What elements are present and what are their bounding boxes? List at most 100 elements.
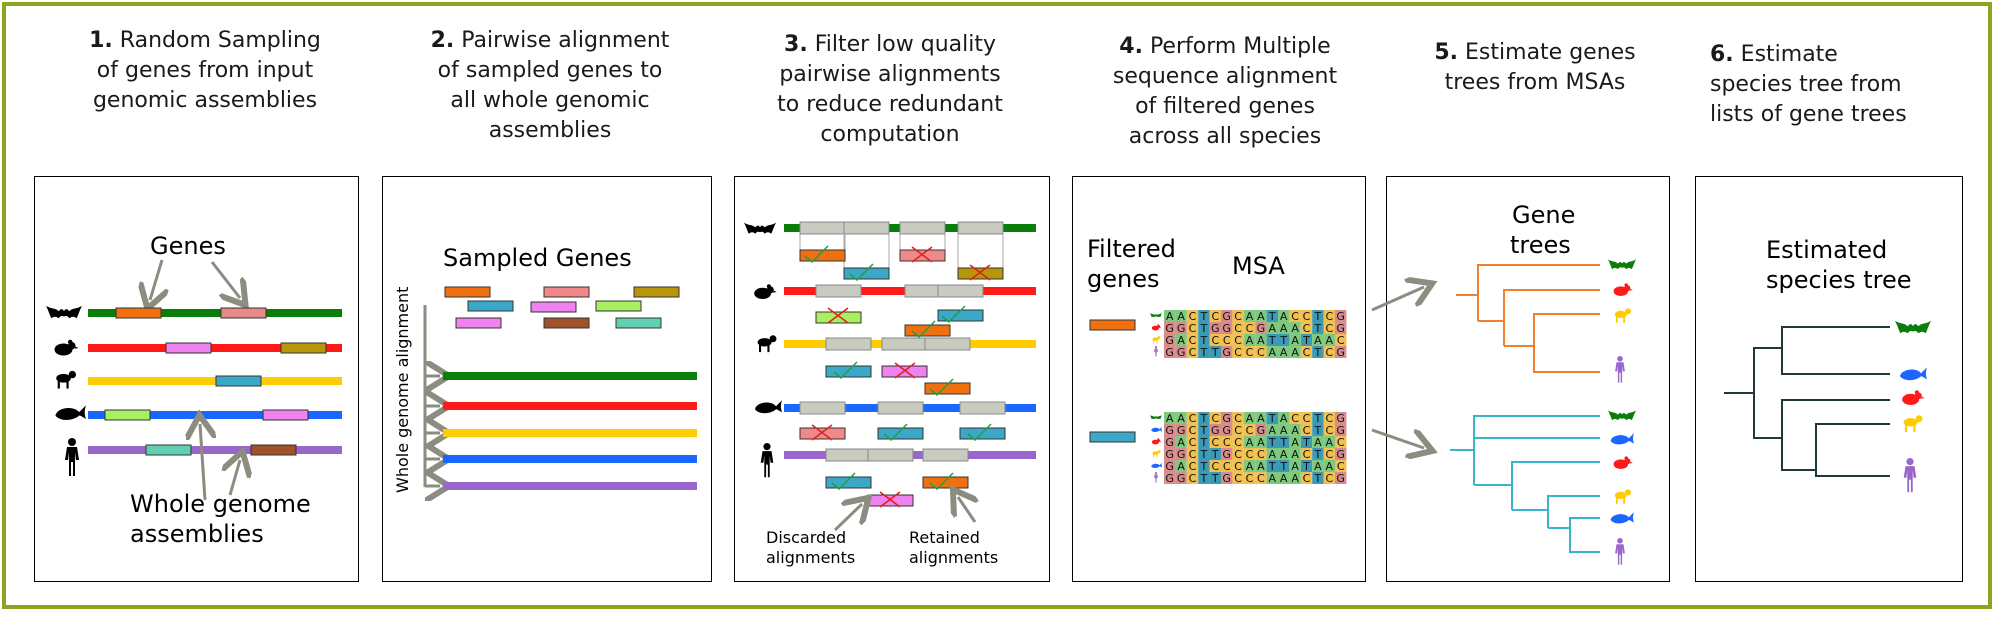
msa-cell — [1323, 436, 1335, 448]
msa-base: C — [1223, 436, 1231, 449]
panel-6-content: Estimated species tree — [1724, 236, 1931, 493]
panel-3-content: Discarded alignments Retained alignments — [744, 221, 1036, 567]
msa-cell — [1312, 346, 1324, 358]
msa-cell — [1323, 460, 1335, 472]
msa-cell — [1255, 436, 1267, 448]
msa-cell — [1175, 346, 1187, 358]
msa-base: A — [1314, 460, 1322, 473]
msa-base: T — [1200, 424, 1208, 437]
msa-cell — [1175, 436, 1187, 448]
msa-base: C — [1246, 424, 1254, 437]
msa-base: C — [1246, 322, 1254, 335]
figure-frame — [2, 2, 1992, 609]
rat-icon — [1150, 324, 1162, 331]
msa-cell — [1209, 346, 1221, 358]
msa-base: T — [1200, 460, 1208, 473]
msa-cell — [1243, 412, 1256, 424]
msa-base: T — [1279, 334, 1287, 347]
msa-cell — [1278, 412, 1290, 424]
rat-icon-6 — [1900, 390, 1925, 405]
msa-cell — [1312, 310, 1324, 322]
rat-icon-5b — [1611, 456, 1633, 469]
msa-base: G — [1336, 424, 1345, 437]
msa-base: C — [1189, 412, 1197, 425]
msa-base: A — [1291, 334, 1299, 347]
msa-cell — [1198, 436, 1210, 448]
msa-base: A — [1326, 436, 1334, 449]
msa-cell — [1255, 322, 1267, 334]
msa-cell — [1278, 436, 1290, 448]
msa-base: G — [1336, 322, 1345, 335]
msa-cell — [1300, 424, 1313, 436]
msa-base: C — [1189, 334, 1197, 347]
monkey-assembly — [88, 377, 342, 385]
msa-cell — [1232, 346, 1244, 358]
gene-trees-label-2: trees — [1510, 231, 1571, 259]
genes-label: Genes — [150, 232, 226, 260]
msa-base: C — [1234, 424, 1242, 437]
msa-base: A — [1246, 412, 1254, 425]
msa-base: A — [1291, 424, 1299, 437]
msa-cell — [1300, 436, 1313, 448]
msa-cell — [1266, 334, 1278, 346]
msa-cell — [1335, 448, 1347, 460]
msa-base: C — [1223, 460, 1231, 473]
msa-base: T — [1268, 334, 1276, 347]
msa-cell — [1289, 310, 1301, 322]
msa-base: T — [1314, 346, 1322, 359]
msa-cell — [1164, 472, 1176, 484]
msa-cell — [1312, 472, 1324, 484]
msa-base: C — [1257, 472, 1265, 485]
msa-base: A — [1291, 322, 1299, 335]
msa-base: G — [1165, 436, 1174, 449]
msa-cell — [1221, 346, 1233, 358]
msa-cell — [1278, 346, 1290, 358]
msa-cell — [1266, 310, 1278, 322]
msa-cell — [1312, 424, 1324, 436]
msa-cell — [1289, 472, 1301, 484]
msa-block-1: A A C T C G C A A T A C C T C GG G C T G G C C G A A A C T C GG A C T C C C A… — [1164, 310, 1347, 359]
human-icon-6 — [1903, 458, 1917, 493]
human-icon-5a — [1615, 356, 1625, 383]
msa-cell — [1335, 436, 1347, 448]
msa-base: G — [1211, 424, 1220, 437]
msa-base: T — [1279, 436, 1287, 449]
msa-cell — [1312, 460, 1324, 472]
msa-base: C — [1303, 472, 1311, 485]
msa-base: G — [1165, 322, 1174, 335]
retained-label-1: Retained — [909, 528, 980, 547]
msa-base: A — [1246, 436, 1254, 449]
msa-base: C — [1189, 460, 1197, 473]
msa-cell — [1186, 310, 1199, 322]
filtered-label-1: Filtered — [1087, 235, 1176, 263]
human-icon — [1154, 472, 1158, 483]
msa-cell — [1232, 436, 1244, 448]
monkey-icon — [1150, 335, 1161, 344]
msa-cell — [1221, 460, 1233, 472]
rat-icon — [52, 339, 79, 356]
msa-cell — [1289, 424, 1301, 436]
msa-base: T — [1314, 412, 1322, 425]
msa-cell — [1232, 472, 1244, 484]
msa-base: A — [1257, 334, 1265, 347]
msa-base: T — [1268, 310, 1276, 323]
msa-cell — [1221, 472, 1233, 484]
msa-base: C — [1211, 310, 1219, 323]
msa-base: C — [1303, 424, 1311, 437]
msa-cell — [1266, 346, 1278, 358]
msa-base: A — [1257, 412, 1265, 425]
msa-base: A — [1257, 460, 1265, 473]
msa-cell — [1266, 322, 1278, 334]
msa-cell — [1278, 310, 1290, 322]
msa-base: A — [1280, 412, 1288, 425]
msa-cell — [1289, 448, 1301, 460]
msa-cell — [1221, 424, 1233, 436]
msa-cell — [1243, 472, 1256, 484]
msa-cell — [1289, 436, 1301, 448]
msa-base: A — [1177, 310, 1185, 323]
msa-cell — [1243, 310, 1256, 322]
bat-icon-6 — [1895, 320, 1931, 334]
msa-base: G — [1177, 448, 1186, 461]
monkey-icon-3 — [754, 333, 777, 353]
msa-cell — [1278, 472, 1290, 484]
